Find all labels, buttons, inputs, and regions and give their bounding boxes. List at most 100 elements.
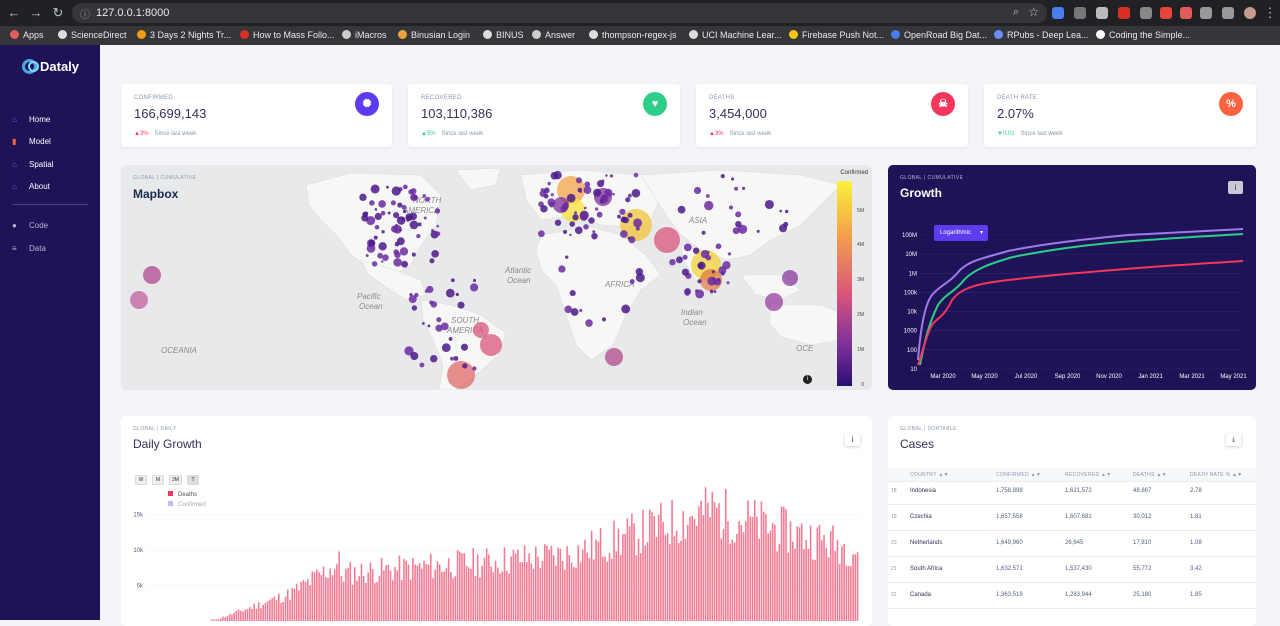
bookmark-item[interactable]: How to Mass Follo... [240, 30, 335, 40]
map-info-icon[interactable]: i [803, 375, 812, 384]
daily-bar [226, 616, 229, 621]
bookmark-item[interactable]: UCI Machine Lear... [689, 30, 782, 40]
bookmark-item[interactable]: Answer [532, 30, 575, 40]
table-row[interactable]: 20 Netherlands 1,649,960 26,645 17,810 1.08 [888, 531, 1256, 557]
sidebar-item-model[interactable]: ▮ Model [12, 137, 51, 146]
range-button-3month[interactable]: 3M [169, 475, 182, 485]
daily-tag: GLOBAL | DAILY [133, 426, 177, 432]
map-bubble [410, 352, 419, 361]
daily-bar [827, 557, 830, 621]
avatar[interactable] [1244, 7, 1256, 19]
map-bubble [362, 211, 368, 218]
bookmark-item[interactable]: Firebase Push Not... [789, 30, 884, 40]
daily-bar [231, 614, 233, 621]
reload-icon[interactable]: ↻ [52, 5, 64, 20]
extensions-puzzle-icon[interactable] [1200, 7, 1212, 19]
stat-label: RECOVERED [421, 95, 462, 101]
extension-icon[interactable] [1118, 7, 1130, 19]
map-bubble [431, 250, 439, 258]
daily-bar [532, 568, 535, 621]
menu-icon[interactable]: ⋮ [1263, 5, 1277, 20]
map-bubble [695, 289, 705, 299]
daily-bar [483, 557, 486, 621]
map-bubble [731, 177, 735, 181]
bookmark-item[interactable]: OpenRoad Big Dat... [891, 30, 987, 40]
extension-icon[interactable] [1074, 7, 1086, 19]
bookmark-favicon-icon [689, 30, 698, 39]
sidebar-item-data[interactable]: ≡ Data [12, 244, 46, 253]
cell-deaths: 17,810 [1133, 540, 1152, 546]
search-icon[interactable]: ⌕ [1012, 6, 1019, 18]
daily-bar [740, 524, 743, 621]
extension-icon[interactable] [1180, 7, 1192, 19]
info-icon[interactable]: i [1228, 181, 1243, 194]
table-row[interactable]: 22 Canada 1,363,519 1,283,944 25,180 1.85 [888, 583, 1256, 609]
url-bar[interactable]: ⓘ 127.0.0.1:8000 ⌕ ☆ [72, 3, 1047, 23]
map-bubble [401, 204, 407, 210]
world-map[interactable]: NORTHAMERICAAtlanticOceanPacificOceanSOU… [121, 165, 872, 390]
bookmark-item[interactable]: Binusian Login [398, 30, 470, 40]
extension-icon[interactable] [1096, 7, 1108, 19]
extension-icon[interactable] [1140, 7, 1152, 19]
bookmark-item[interactable]: iMacros [342, 30, 387, 40]
range-button-month[interactable]: M [152, 475, 164, 485]
range-button-week[interactable]: W [135, 475, 147, 485]
stat-value: 166,699,143 [134, 106, 207, 121]
map-bubble [627, 212, 633, 218]
download-icon[interactable]: ⤓ [1226, 433, 1241, 446]
bookmark-label: How to Mass Follo... [253, 30, 335, 40]
daily-bar [595, 539, 597, 621]
column-header-recovered[interactable]: RECOVERED ▲▼ [1065, 472, 1112, 478]
brand-logo[interactable]: Dataly [22, 59, 79, 74]
legend-item-confirmed[interactable]: Confirmed [168, 501, 206, 508]
back-icon[interactable]: ← [7, 5, 21, 20]
cell-country: Czechia [910, 514, 932, 520]
table-row[interactable]: 18 Indonesia 1,758,898 1,621,572 48,887 2.78 [888, 479, 1256, 505]
map-region-label: Atlantic [504, 266, 531, 275]
column-header-confirmed[interactable]: CONFIRMED ▲▼ [996, 472, 1042, 478]
cell-country: Indonesia [910, 488, 937, 494]
map-panel[interactable]: NORTHAMERICAAtlanticOceanPacificOceanSOU… [121, 165, 872, 390]
bookmark-star-icon[interactable]: ☆ [1028, 5, 1039, 19]
info-icon[interactable]: i [845, 433, 860, 446]
map-bubble [692, 247, 700, 254]
column-header-deaths[interactable]: DEATHS ▲▼ [1133, 472, 1167, 478]
bookmark-item[interactable]: Apps [10, 30, 44, 40]
legend-item-deaths[interactable]: Deaths [168, 491, 197, 498]
daily-bar [476, 554, 479, 621]
map-bubble [421, 322, 425, 325]
reading-list-icon[interactable] [1222, 7, 1234, 19]
sidebar-item-home[interactable]: ⌂ Home [12, 115, 50, 124]
column-header-country[interactable]: COUNTRY ▲▼ [910, 472, 949, 478]
bookmark-item[interactable]: thompson-regex-js [589, 30, 677, 40]
column-header-death-rate[interactable]: DEATH RATE % ▲▼ [1190, 472, 1243, 478]
scale-dropdown[interactable]: Logarithmic ▾ [934, 225, 988, 241]
extension-icon[interactable] [1052, 7, 1064, 19]
daily-bar [514, 553, 517, 621]
forward-icon[interactable]: → [29, 5, 43, 20]
daily-bar [228, 613, 231, 621]
stat-footer: ▲3% Since last week [709, 131, 771, 137]
table-row[interactable]: 21 South Africa 1,632,571 1,537,430 55,772 3.… [888, 557, 1256, 583]
daily-bar [510, 556, 512, 621]
table-row[interactable]: 19 Czechia 1,657,558 1,607,681 30,012 1.81 [888, 505, 1256, 531]
virus-icon: ✺ [355, 92, 379, 116]
daily-bar [626, 518, 629, 621]
map-bubble [397, 202, 403, 208]
bookmark-item[interactable]: 3 Days 2 Nights Tr... [137, 30, 231, 40]
bookmark-item[interactable]: BINUS [483, 30, 524, 40]
daily-bar [485, 548, 488, 621]
daily-bar [570, 562, 573, 621]
extension-icon[interactable] [1160, 7, 1172, 19]
info-icon[interactable]: ⓘ [80, 10, 90, 21]
bookmark-item[interactable]: Coding the Simple... [1096, 30, 1190, 40]
range-button-total[interactable]: T [187, 475, 199, 485]
sidebar-item-spatial[interactable]: ⌂ Spatial [12, 160, 53, 169]
daily-bar [631, 513, 633, 621]
daily-bar [738, 521, 740, 621]
sidebar-item-about[interactable]: ⌂ About [12, 182, 50, 191]
sidebar-item-code[interactable]: ● Code [12, 221, 48, 230]
bookmark-item[interactable]: RPubs - Deep Lea... [994, 30, 1089, 40]
bookmark-item[interactable]: ScienceDirect [58, 30, 127, 40]
cell-deaths: 30,012 [1133, 514, 1152, 520]
